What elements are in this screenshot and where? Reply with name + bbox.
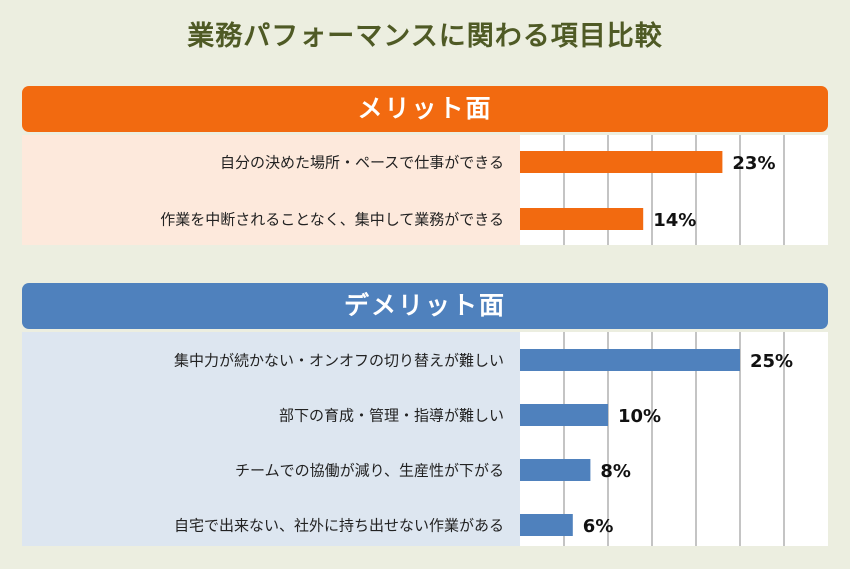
category-label: 自分の決めた場所・ペースで仕事ができる (220, 153, 504, 172)
page-title: 業務パフォーマンスに関わる項目比較 (187, 21, 663, 52)
data-label: 14% (653, 210, 696, 231)
bar (520, 459, 591, 481)
demerit-plot-area: 25% 10% 8% 6% (520, 332, 828, 546)
merit-section-header: メリット面 (22, 86, 828, 132)
category-label: 自宅で出来ない、社外に持ち出せない作業がある (173, 516, 504, 535)
category-label: 部下の育成・管理・指導が難しい (278, 406, 504, 425)
demerit-label-area: 集中力が続かない・オンオフの切り替えが難しい部下の育成・管理・指導が難しいチーム… (22, 332, 520, 546)
data-label: 23% (732, 153, 775, 174)
bar (520, 404, 608, 426)
data-label: 10% (618, 406, 661, 427)
category-label: 作業を中断されることなく、集中して業務ができる (160, 210, 504, 229)
category-label: チームでの協働が減り、生産性が下がる (235, 461, 504, 480)
data-label: 6% (583, 516, 614, 537)
bar (520, 151, 723, 173)
data-label: 25% (750, 351, 793, 372)
bar (520, 514, 573, 536)
category-label: 集中力が続かない・オンオフの切り替えが難しい (173, 351, 504, 370)
bar (520, 208, 644, 230)
demerit-bar-chart: 25% 10% 8% 6% (520, 332, 793, 546)
demerit-section-header: デメリット面 (22, 283, 828, 329)
demerit-chart-panel: 集中力が続かない・オンオフの切り替えが難しい部下の育成・管理・指導が難しいチーム… (22, 332, 828, 546)
merit-label-area: 自分の決めた場所・ペースで仕事ができる作業を中断されることなく、集中して業務がで… (22, 135, 520, 245)
data-label: 8% (600, 461, 631, 482)
bar (520, 349, 740, 371)
merit-plot-area: 23% 14% (520, 135, 828, 245)
merit-bar-chart: 23% 14% (520, 135, 785, 245)
merit-chart-panel: 自分の決めた場所・ペースで仕事ができる作業を中断されることなく、集中して業務がで… (22, 135, 828, 245)
